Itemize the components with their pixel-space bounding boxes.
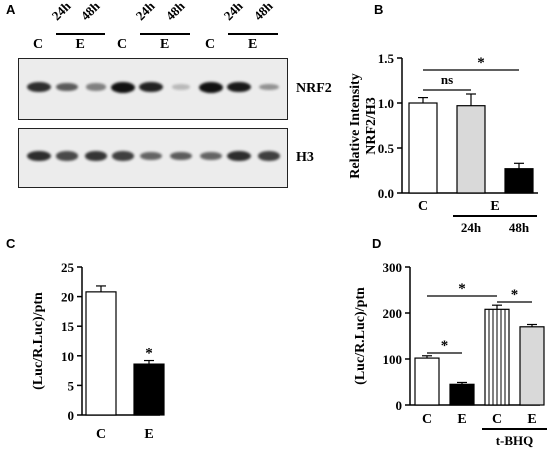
x-label: C — [418, 199, 428, 214]
nrf2-band — [56, 82, 78, 92]
chart-b: 0.0 0.5 1.0 1.5 Relative Intensity NRF2/H3 C E2… — [348, 51, 538, 235]
nrf2-band — [139, 81, 163, 93]
y-tick-label: 5 — [68, 378, 75, 393]
group-underline — [140, 33, 190, 35]
y-axis-label: (Luc/R.Luc)/ptn — [31, 292, 46, 390]
bar — [519, 326, 545, 406]
bar — [484, 308, 510, 406]
bar — [456, 105, 486, 194]
significance-label: * — [477, 55, 485, 71]
y-tick-label: 25 — [61, 260, 75, 275]
h3-blot — [18, 128, 288, 188]
h3-band — [27, 150, 51, 162]
h3-label: H3 — [296, 150, 314, 165]
chart-d: 0 100 200 300 (Luc/R.Luc)/ptn C E C Et-BHQ * * * — [353, 260, 547, 448]
chart-c: 0 5 10 15 20 25 (Luc/R.Luc)/ptn C E * — [31, 260, 165, 442]
timepoint-label: 24h — [48, 0, 74, 24]
significance-label: ns — [441, 72, 453, 87]
h3-band — [140, 151, 162, 161]
x-label: E — [457, 412, 466, 427]
x-sub-label: 48h — [509, 220, 530, 235]
significance-label: * — [145, 346, 153, 362]
lane-label-c: C — [205, 37, 216, 52]
h3-band — [200, 151, 222, 161]
y-tick-label: 0 — [396, 398, 403, 413]
nrf2-band — [85, 83, 107, 91]
nrf2-band — [27, 81, 51, 93]
timepoint-label: 48h — [162, 0, 188, 24]
lane-label-c: C — [117, 37, 128, 52]
y-tick-label: 0.0 — [378, 186, 394, 201]
nrf2-band — [259, 83, 279, 91]
x-label: C — [96, 427, 106, 442]
panel-c-label: C — [6, 236, 16, 251]
x-label: C — [492, 412, 502, 427]
y-tick-label: 100 — [383, 352, 403, 367]
h3-band — [227, 150, 251, 162]
lane-label-c: C — [33, 37, 44, 52]
x-label: E — [144, 427, 153, 442]
bar — [85, 291, 117, 416]
timepoint-label: 24h — [220, 0, 246, 24]
x-label: E — [527, 412, 536, 427]
h3-band — [84, 151, 108, 161]
y-axis-label: NRF2/H3 — [364, 97, 379, 155]
panel-a-label: A — [6, 2, 16, 17]
h3-band — [257, 151, 281, 161]
timepoint-label: 48h — [77, 0, 103, 24]
bar — [449, 383, 475, 406]
panel-d-label: D — [372, 236, 382, 251]
y-tick-label: 0.5 — [378, 141, 395, 156]
nrf2-band — [227, 81, 251, 93]
group-underline — [56, 33, 105, 35]
significance-label: * — [458, 281, 466, 297]
lane-label-e: E — [75, 37, 85, 52]
nrf2-band — [199, 81, 223, 93]
group-underline — [228, 33, 278, 35]
lane-label-e: E — [160, 37, 170, 52]
lane-label-e: E — [248, 37, 258, 52]
nrf2-blot — [18, 58, 288, 120]
y-tick-label: 1.0 — [378, 96, 394, 111]
panel-b-label: B — [374, 2, 384, 17]
x-sub-label: 24h — [461, 220, 482, 235]
h3-band — [55, 151, 79, 161]
x-label: C — [422, 412, 432, 427]
y-tick-label: 15 — [61, 319, 75, 334]
bar — [414, 357, 440, 406]
bar — [504, 168, 534, 194]
significance-label: * — [511, 287, 519, 303]
bar — [408, 102, 438, 194]
y-tick-label: 10 — [61, 349, 74, 364]
timepoint-label: 48h — [250, 0, 276, 24]
h3-band — [170, 151, 192, 161]
nrf2-band — [111, 81, 135, 93]
y-tick-label: 20 — [61, 290, 74, 305]
bar — [133, 363, 165, 416]
y-axis-label: (Luc/R.Luc)/ptn — [353, 287, 368, 385]
h3-band — [111, 151, 135, 161]
timepoint-label: 24h — [132, 0, 158, 24]
y-axis-label: Relative Intensity — [348, 73, 363, 178]
significance-label: * — [441, 338, 449, 354]
y-tick-label: 1.5 — [378, 51, 395, 66]
y-tick-label: 200 — [383, 306, 403, 321]
group-label: t-BHQ — [496, 433, 534, 448]
nrf2-label: NRF2 — [296, 81, 332, 96]
y-tick-label: 300 — [383, 260, 403, 275]
x-label: E — [490, 199, 499, 214]
y-tick-label: 0 — [68, 408, 75, 423]
nrf2-band — [171, 84, 191, 90]
